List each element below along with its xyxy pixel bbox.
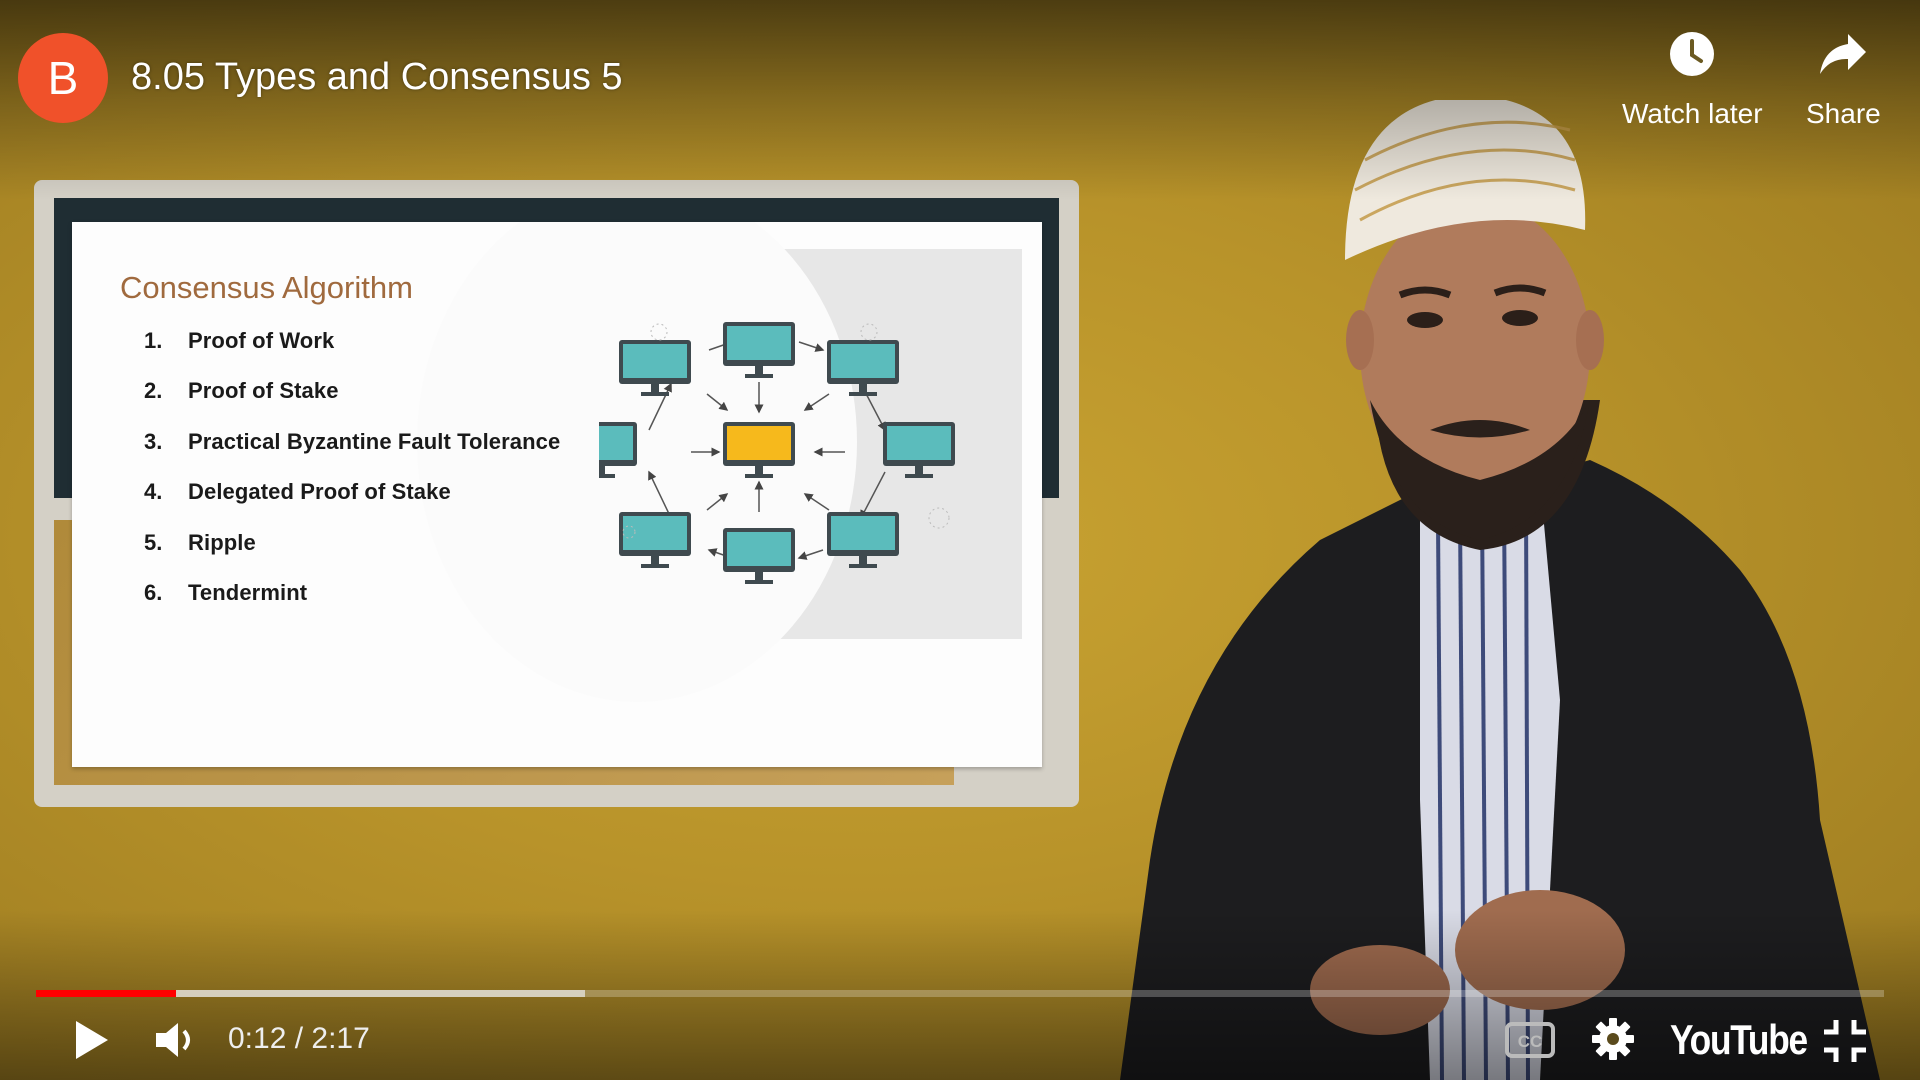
list-item: 1. Proof of Work [144,328,335,353]
top-gradient [0,0,1920,200]
share-label: Share [1806,98,1881,129]
volume-icon [156,1023,190,1057]
svg-text:CC: CC [1518,1032,1543,1051]
list-item: 4. Delegated Proof of Stake [144,479,451,505]
network-diagram [599,322,955,584]
list-item: 2. Proof of Stake [144,378,339,404]
share-arrow-icon [1820,34,1867,74]
fullscreen-exit-icon [1824,1020,1866,1062]
play-icon [76,1021,108,1059]
slide-list: 1. Proof of Work 2. Proof of Stake 3. Pract… [144,328,560,630]
video-title[interactable]: 8.05 Types and Consensus 5 [131,56,623,98]
settings-button[interactable] [1590,1016,1636,1062]
channel-avatar[interactable]: B [18,33,108,123]
gear-icon [1592,1018,1634,1060]
cc-icon: CC [1505,1022,1555,1058]
share-button[interactable]: Share [1806,30,1881,130]
list-item: 6. Tendermint [144,579,308,605]
progress-played [36,990,177,997]
watch-later-button[interactable]: Watch later [1622,30,1763,130]
time-display: 0:12 / 2:17 [228,1022,370,1055]
presentation-slide: Consensus Algorithm 1. Proof of Work 2. Pr… [72,222,1042,767]
fullscreen-exit-button[interactable] [1822,1018,1868,1064]
list-item: 3. Practical Byzantine Fault Tolerance [144,428,561,454]
watch-later-label: Watch later [1622,98,1763,129]
clock-icon [1670,32,1715,76]
slide-title: Consensus Algorithm [120,270,413,305]
list-item: 5. Ripple [144,529,256,555]
volume-button[interactable] [152,1015,202,1065]
youtube-logo[interactable]: YouTube [1670,1016,1808,1063]
progress-buffered [36,990,585,997]
play-button[interactable] [66,1015,116,1065]
progress-bar[interactable] [36,990,1884,997]
captions-button[interactable]: CC [1505,1022,1555,1058]
